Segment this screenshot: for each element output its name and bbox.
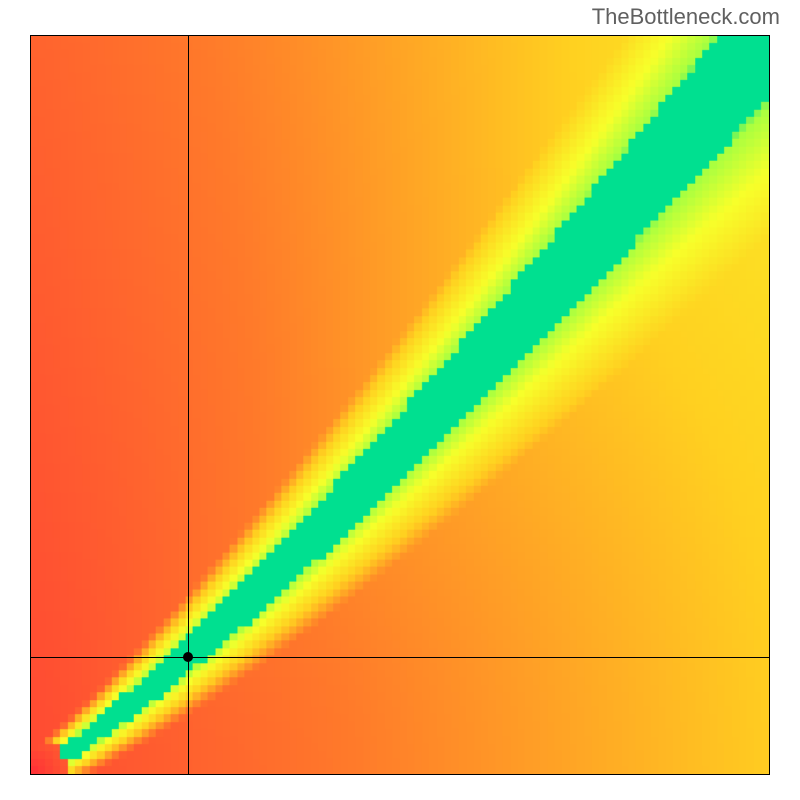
attribution-label: TheBottleneck.com — [592, 4, 780, 30]
plot-area — [30, 35, 770, 775]
heatmap-canvas — [31, 36, 769, 774]
chart-container: TheBottleneck.com — [0, 0, 800, 800]
